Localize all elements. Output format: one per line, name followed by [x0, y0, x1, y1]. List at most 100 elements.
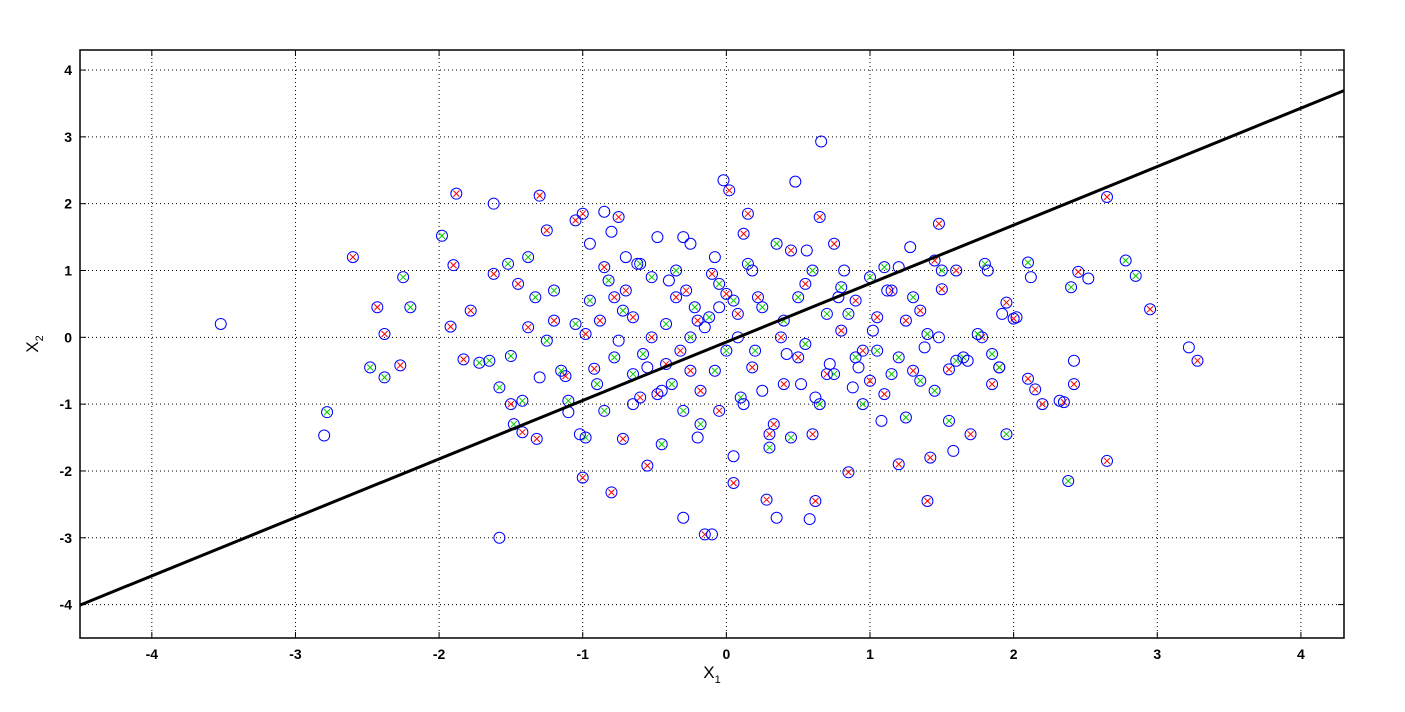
- point-cross-b: [648, 333, 656, 341]
- point-cross-b: [1003, 430, 1010, 438]
- point-circle: [1101, 191, 1113, 203]
- point-cross-b: [1039, 400, 1046, 408]
- data-point-red-cross: [1022, 372, 1034, 385]
- point-circle: [727, 476, 740, 489]
- point-circle: [846, 381, 859, 394]
- point-circle: [737, 227, 750, 240]
- point-cross-b: [773, 240, 780, 248]
- point-circle: [1053, 394, 1066, 407]
- data-point-circle: [627, 398, 639, 411]
- point-circle: [529, 291, 542, 304]
- point-circle: [346, 251, 359, 264]
- data-point-red-cross: [394, 359, 407, 372]
- x-tick-label: 2: [1010, 646, 1018, 662]
- data-point-red-cross: [680, 284, 693, 297]
- point-circle: [885, 284, 898, 297]
- point-circle: [943, 363, 955, 376]
- point-circle: [767, 418, 780, 431]
- point-cross-b: [1103, 193, 1111, 201]
- point-cross-b: [596, 317, 604, 324]
- point-circle: [842, 307, 855, 320]
- point-circle: [397, 271, 410, 284]
- data-point-red-cross: [674, 344, 687, 357]
- point-circle: [789, 175, 802, 188]
- data-point-green-cross: [694, 418, 707, 431]
- point-circle: [665, 378, 678, 391]
- point-circle: [914, 374, 927, 387]
- point-cross-b: [648, 273, 656, 281]
- data-point-circle: [904, 241, 917, 254]
- point-cross-b: [974, 330, 982, 338]
- data-point-red-cross: [849, 294, 862, 307]
- data-point-circle: [487, 197, 500, 210]
- point-cross-b: [323, 408, 331, 416]
- point-circle: [981, 264, 994, 277]
- data-point-circle: [677, 231, 690, 244]
- data-point-green-cross: [660, 317, 673, 330]
- data-point-green-cross: [763, 441, 776, 454]
- point-circle: [763, 441, 776, 454]
- ticks: -4 -3 -2 -1 0 1 2 3 4 -4 -3 -2 -1 0 1 2 3 4: [60, 50, 1344, 662]
- data-point-circle: [932, 331, 945, 344]
- point-circle: [688, 301, 701, 314]
- point-cross-b: [737, 394, 745, 401]
- data-point-red-cross: [444, 320, 457, 333]
- data-point-circle: [662, 274, 675, 287]
- point-circle: [504, 398, 517, 411]
- point-circle: [918, 341, 931, 354]
- point-circle: [935, 264, 948, 277]
- point-cross-b: [582, 434, 589, 441]
- data-point-red-cross: [856, 344, 869, 357]
- point-cross-b: [1067, 283, 1075, 291]
- data-point-red-cross: [871, 311, 884, 324]
- point-circle: [651, 388, 664, 401]
- y-tick-label: -2: [60, 463, 73, 479]
- point-circle: [950, 264, 963, 277]
- point-cross-b: [895, 354, 903, 361]
- point-cross-b: [734, 310, 742, 318]
- data-point-circle: [918, 341, 931, 354]
- point-circle: [706, 528, 718, 541]
- data-point-green-cross: [727, 294, 740, 307]
- data-point-red-cross: [1067, 378, 1080, 391]
- point-cross-b: [945, 366, 953, 373]
- data-point-green-cross: [634, 257, 647, 270]
- point-cross-b: [794, 293, 802, 301]
- point-cross-b: [687, 367, 694, 375]
- data-point-circle: [214, 317, 227, 330]
- point-cross-b: [902, 317, 910, 324]
- point-circle: [598, 205, 611, 218]
- point-circle: [637, 348, 650, 361]
- data-point-green-cross: [483, 354, 496, 367]
- point-circle: [670, 291, 683, 304]
- data-point-circle: [803, 513, 816, 526]
- data-point-green-cross: [616, 304, 629, 317]
- point-cross-b: [931, 387, 938, 395]
- point-circle: [450, 187, 463, 200]
- point-cross-b: [945, 417, 953, 425]
- point-cross-b: [524, 323, 532, 331]
- point-cross-b: [586, 297, 594, 304]
- point-circle: [986, 348, 999, 361]
- point-circle: [777, 378, 790, 391]
- x-tick-label: -2: [433, 646, 446, 662]
- point-circle: [809, 495, 822, 508]
- point-circle: [616, 304, 629, 317]
- y-tick-label: -3: [60, 530, 73, 546]
- point-circle: [694, 418, 707, 431]
- data-point-red-cross: [885, 284, 898, 297]
- point-circle: [763, 428, 776, 441]
- point-circle: [321, 406, 334, 419]
- point-cross-b: [952, 267, 960, 274]
- data-point-red-cross: [645, 331, 658, 344]
- point-circle: [533, 371, 546, 384]
- point-circle: [516, 394, 529, 407]
- point-cross-b: [1060, 398, 1068, 406]
- data-point-circle: [619, 251, 632, 264]
- point-circle: [504, 350, 517, 363]
- point-cross-b: [981, 260, 989, 268]
- data-point-circle: [770, 511, 783, 524]
- point-circle: [634, 391, 647, 404]
- y-tick-label: 2: [64, 196, 72, 212]
- point-cross-b: [748, 364, 756, 371]
